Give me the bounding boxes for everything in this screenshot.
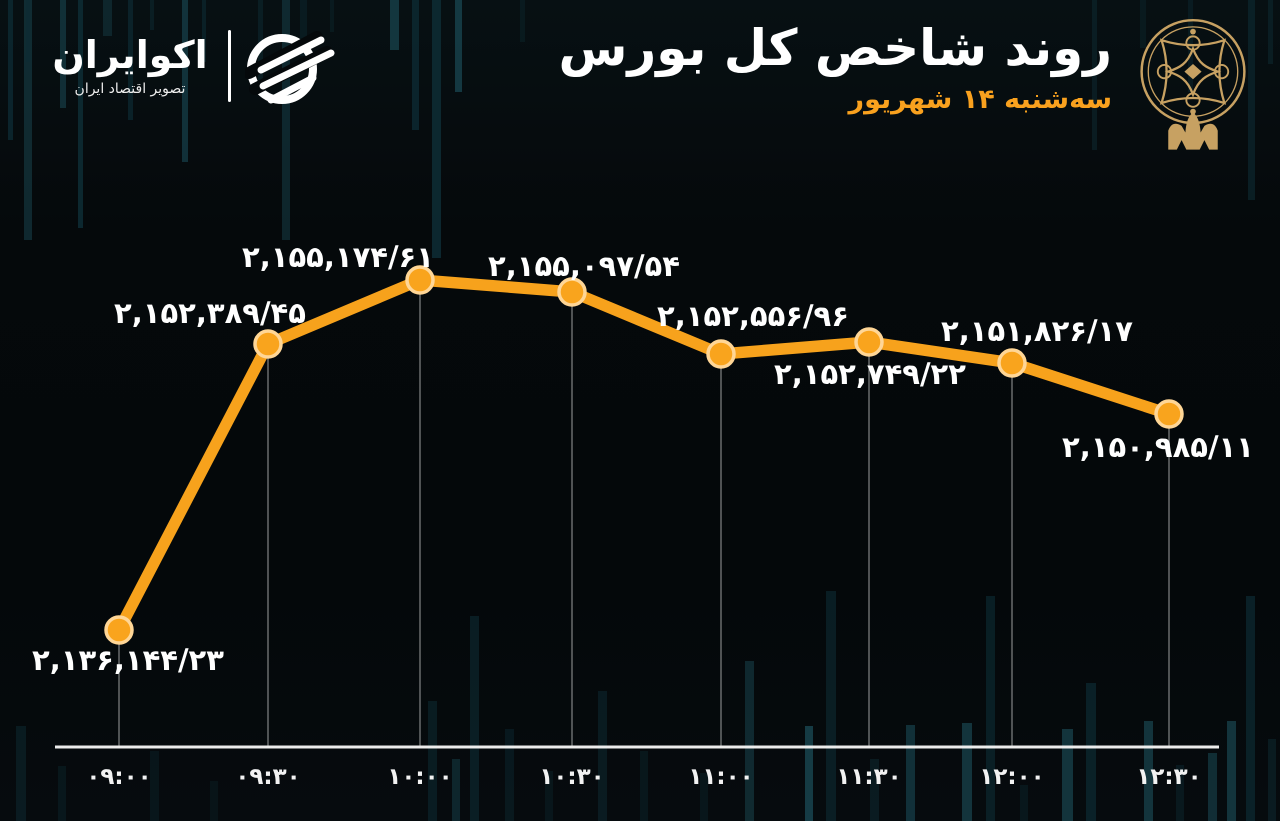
point-value-label: ۲,۱۵۲,۷۴۹/۲۲ (774, 357, 966, 391)
background-bar (805, 726, 813, 821)
x-axis-tick-label: ۱۰:۰۰ (387, 764, 453, 790)
point-value-label: ۲,۱۵۱,۸۲۶/۱۷ (941, 314, 1133, 348)
background-bar (1248, 0, 1255, 200)
background-bar (258, 0, 263, 80)
background-bar (24, 0, 32, 240)
brand-divider (228, 30, 231, 102)
x-axis-tick-label: ۰۹:۳۰ (235, 764, 301, 790)
background-bar (545, 771, 553, 821)
data-point-marker (557, 277, 587, 307)
background-bar (1140, 0, 1146, 48)
x-axis-tick-label: ۰۹:۰۰ (86, 764, 152, 790)
background-bar (470, 616, 479, 821)
brand-name: اکوایران (52, 33, 208, 78)
background-bar (8, 0, 13, 140)
background-bar (1268, 0, 1273, 64)
point-value-label: ۲,۱۳۶,۱۴۴/۲۳ (32, 643, 224, 677)
ecoiran-logo-icon (245, 31, 335, 104)
background-bar (282, 0, 290, 240)
background-bar (330, 0, 334, 32)
background-bar (1176, 765, 1184, 821)
background-bar (1227, 721, 1236, 821)
background-bar (962, 723, 972, 821)
background-bar (870, 759, 879, 821)
background-bar (455, 0, 462, 92)
background-bar (182, 0, 188, 162)
background-bar (1086, 683, 1096, 821)
background-bar (1268, 739, 1276, 821)
point-value-label: ۲,۱۵۵,۰۹۷/۵۴ (488, 249, 680, 283)
background-bar (60, 0, 66, 108)
background-bar (826, 591, 836, 821)
background-bar (78, 0, 83, 228)
background-bar (1020, 785, 1028, 821)
background-bar (432, 0, 441, 258)
background-bar (128, 0, 133, 120)
brand-tagline: تصویر اقتصاد ایران (74, 80, 186, 97)
background-bar (1092, 0, 1097, 150)
background-bar (1062, 729, 1073, 821)
index-trend-line (113, 274, 1175, 636)
x-axis-tick-label: ۱۲:۳۰ (1136, 764, 1202, 790)
background-bar (1208, 753, 1217, 821)
background-bar (390, 0, 399, 50)
background-bar (150, 751, 159, 821)
data-point-marker (253, 329, 283, 359)
data-point-marker (997, 348, 1027, 378)
background-bar (150, 0, 154, 30)
page-title: روند شاخص کل بورس (558, 19, 1112, 77)
point-value-label: ۲,۱۵۰,۹۸۵/۱۱ (1062, 430, 1254, 464)
background-bar (428, 701, 437, 821)
background-bar (598, 691, 607, 821)
background-bar (103, 0, 112, 36)
background-bar (1246, 596, 1255, 821)
background-bar (700, 773, 708, 821)
data-point-marker (104, 615, 134, 645)
point-value-label: ۲,۱۵۲,۳۸۹/۴۵ (114, 296, 306, 330)
headline-block: روند شاخص کل بورس سه‌شنبه ۱۴ شهریور (558, 18, 1112, 115)
point-value-label: ۲,۱۵۵,۱۷۴/۶۱ (242, 240, 434, 274)
point-value-label: ۲,۱۵۲,۵۵۶/۹۶ (657, 299, 849, 333)
background-bar (58, 766, 66, 821)
background-bar (26, 0, 30, 62)
background-bar (412, 0, 419, 130)
background-bar (1144, 721, 1153, 821)
data-point-marker (405, 265, 435, 295)
background-bar (300, 0, 307, 56)
background-bar (202, 0, 206, 62)
data-point-marker (706, 339, 736, 369)
data-point-marker (1154, 399, 1184, 429)
background-bar (640, 751, 648, 821)
x-axis-tick-label: ۱۰:۳۰ (539, 764, 605, 790)
background-bar (452, 759, 460, 821)
background-bar (986, 596, 995, 821)
brand-text: اکوایران تصویر اقتصاد ایران (46, 33, 214, 97)
x-axis-tick-label: ۱۱:۳۰ (836, 764, 902, 790)
background-bar (505, 729, 514, 821)
ornamental-seal-icon (1140, 18, 1246, 150)
background-bar (906, 725, 915, 821)
background-bar (745, 661, 754, 821)
x-axis-tick-label: ۱۲:۰۰ (979, 764, 1045, 790)
page-date: سه‌شنبه ۱۴ شهریور (848, 84, 1112, 115)
data-point-marker (854, 327, 884, 357)
background-bar (520, 0, 525, 42)
brand-lockup: اکوایران تصویر اقتصاد ایران (46, 26, 337, 106)
x-axis-tick-label: ۱۱:۰۰ (688, 764, 754, 790)
background-bar (210, 781, 218, 821)
background-bar (16, 726, 26, 821)
